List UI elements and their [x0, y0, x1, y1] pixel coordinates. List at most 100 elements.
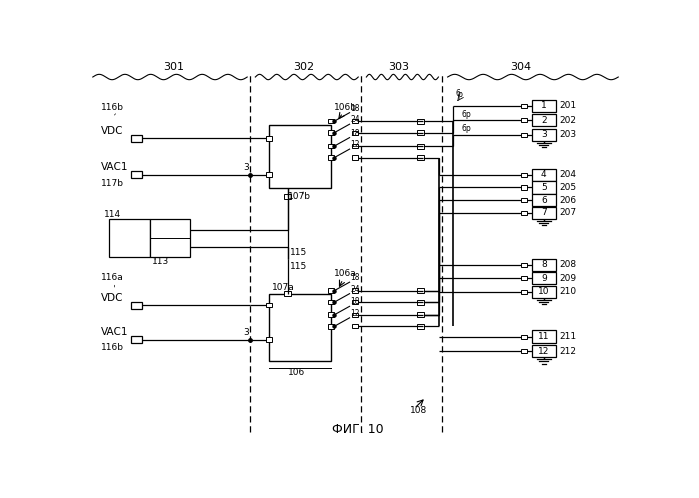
- Bar: [269, 294, 331, 361]
- Bar: [328, 130, 334, 135]
- Text: 3: 3: [541, 130, 547, 139]
- Bar: [266, 337, 272, 342]
- Bar: [532, 272, 556, 284]
- Bar: [521, 185, 527, 190]
- Bar: [352, 119, 358, 123]
- Text: 4: 4: [541, 170, 547, 179]
- Bar: [284, 291, 291, 296]
- Bar: [328, 119, 334, 124]
- Text: 5: 5: [541, 183, 547, 192]
- Text: 115: 115: [290, 262, 308, 271]
- Text: 12: 12: [350, 140, 359, 149]
- Text: 7: 7: [541, 208, 547, 217]
- Bar: [352, 144, 358, 148]
- Bar: [417, 130, 424, 135]
- Text: 12: 12: [350, 309, 359, 318]
- Bar: [532, 169, 556, 181]
- Bar: [150, 219, 190, 257]
- Bar: [532, 100, 556, 112]
- Bar: [109, 219, 150, 257]
- Bar: [532, 114, 556, 126]
- Bar: [521, 104, 527, 108]
- Text: VAC1: VAC1: [101, 162, 129, 172]
- Text: 3: 3: [243, 163, 249, 172]
- Bar: [266, 136, 272, 140]
- Text: 2: 2: [541, 116, 547, 125]
- Text: VDC: VDC: [101, 126, 124, 136]
- Text: 204: 204: [559, 170, 576, 179]
- Text: 114: 114: [103, 210, 121, 219]
- Bar: [521, 198, 527, 202]
- Bar: [521, 335, 527, 339]
- Bar: [131, 135, 141, 142]
- Bar: [352, 324, 358, 328]
- Bar: [521, 211, 527, 215]
- Text: VAC1: VAC1: [101, 327, 129, 337]
- Bar: [131, 171, 141, 178]
- Text: 117b: 117b: [101, 179, 124, 188]
- Text: 201: 201: [559, 101, 577, 110]
- Bar: [532, 129, 556, 141]
- Text: 11: 11: [538, 332, 549, 341]
- Bar: [266, 172, 272, 177]
- Text: 3: 3: [243, 328, 249, 337]
- Bar: [521, 118, 527, 123]
- Text: 116b: 116b: [101, 344, 124, 353]
- Bar: [352, 313, 358, 317]
- Bar: [417, 155, 424, 160]
- Text: 108: 108: [410, 405, 427, 414]
- Text: 205: 205: [559, 183, 577, 192]
- Text: 115: 115: [290, 249, 308, 257]
- Text: 6: 6: [541, 196, 547, 205]
- Text: 107b: 107b: [287, 192, 310, 201]
- Bar: [266, 303, 272, 307]
- Text: 8: 8: [541, 260, 547, 269]
- Bar: [532, 207, 556, 219]
- Bar: [532, 194, 556, 206]
- Bar: [417, 143, 424, 148]
- Text: 211: 211: [559, 332, 577, 341]
- Bar: [532, 259, 556, 271]
- Text: 202: 202: [559, 116, 576, 125]
- Bar: [328, 288, 334, 293]
- Text: ФИГ. 10: ФИГ. 10: [333, 423, 384, 436]
- Bar: [352, 300, 358, 304]
- Bar: [521, 290, 527, 294]
- Text: 210: 210: [559, 287, 577, 296]
- Text: 301: 301: [164, 62, 185, 72]
- Text: 113: 113: [152, 257, 170, 266]
- Bar: [328, 155, 334, 160]
- Bar: [521, 276, 527, 280]
- Bar: [352, 155, 358, 160]
- Text: 24: 24: [350, 285, 360, 294]
- Text: 304: 304: [510, 62, 531, 72]
- Bar: [532, 286, 556, 298]
- Text: 302: 302: [294, 62, 315, 72]
- Text: 106b: 106b: [334, 103, 357, 112]
- Bar: [352, 288, 358, 293]
- Bar: [417, 312, 424, 317]
- Text: 209: 209: [559, 274, 577, 283]
- Bar: [131, 302, 141, 309]
- Text: 212: 212: [559, 347, 576, 356]
- Text: 10: 10: [538, 287, 549, 296]
- Bar: [417, 288, 424, 293]
- Text: 206: 206: [559, 196, 577, 205]
- Text: 6: 6: [456, 89, 461, 98]
- Text: p: p: [457, 90, 462, 99]
- Text: 106a: 106a: [334, 269, 356, 278]
- Text: 116a: 116a: [101, 273, 124, 282]
- Text: 12: 12: [538, 347, 549, 356]
- Text: 208: 208: [559, 260, 577, 269]
- Bar: [352, 130, 358, 135]
- Text: 207: 207: [559, 208, 577, 217]
- Text: 303: 303: [389, 62, 410, 72]
- Text: 116b: 116b: [101, 103, 124, 112]
- Text: 6p: 6p: [461, 110, 471, 119]
- Bar: [532, 181, 556, 194]
- Bar: [521, 263, 527, 267]
- Bar: [417, 119, 424, 124]
- Bar: [417, 324, 424, 329]
- Bar: [328, 144, 334, 148]
- Bar: [328, 300, 334, 304]
